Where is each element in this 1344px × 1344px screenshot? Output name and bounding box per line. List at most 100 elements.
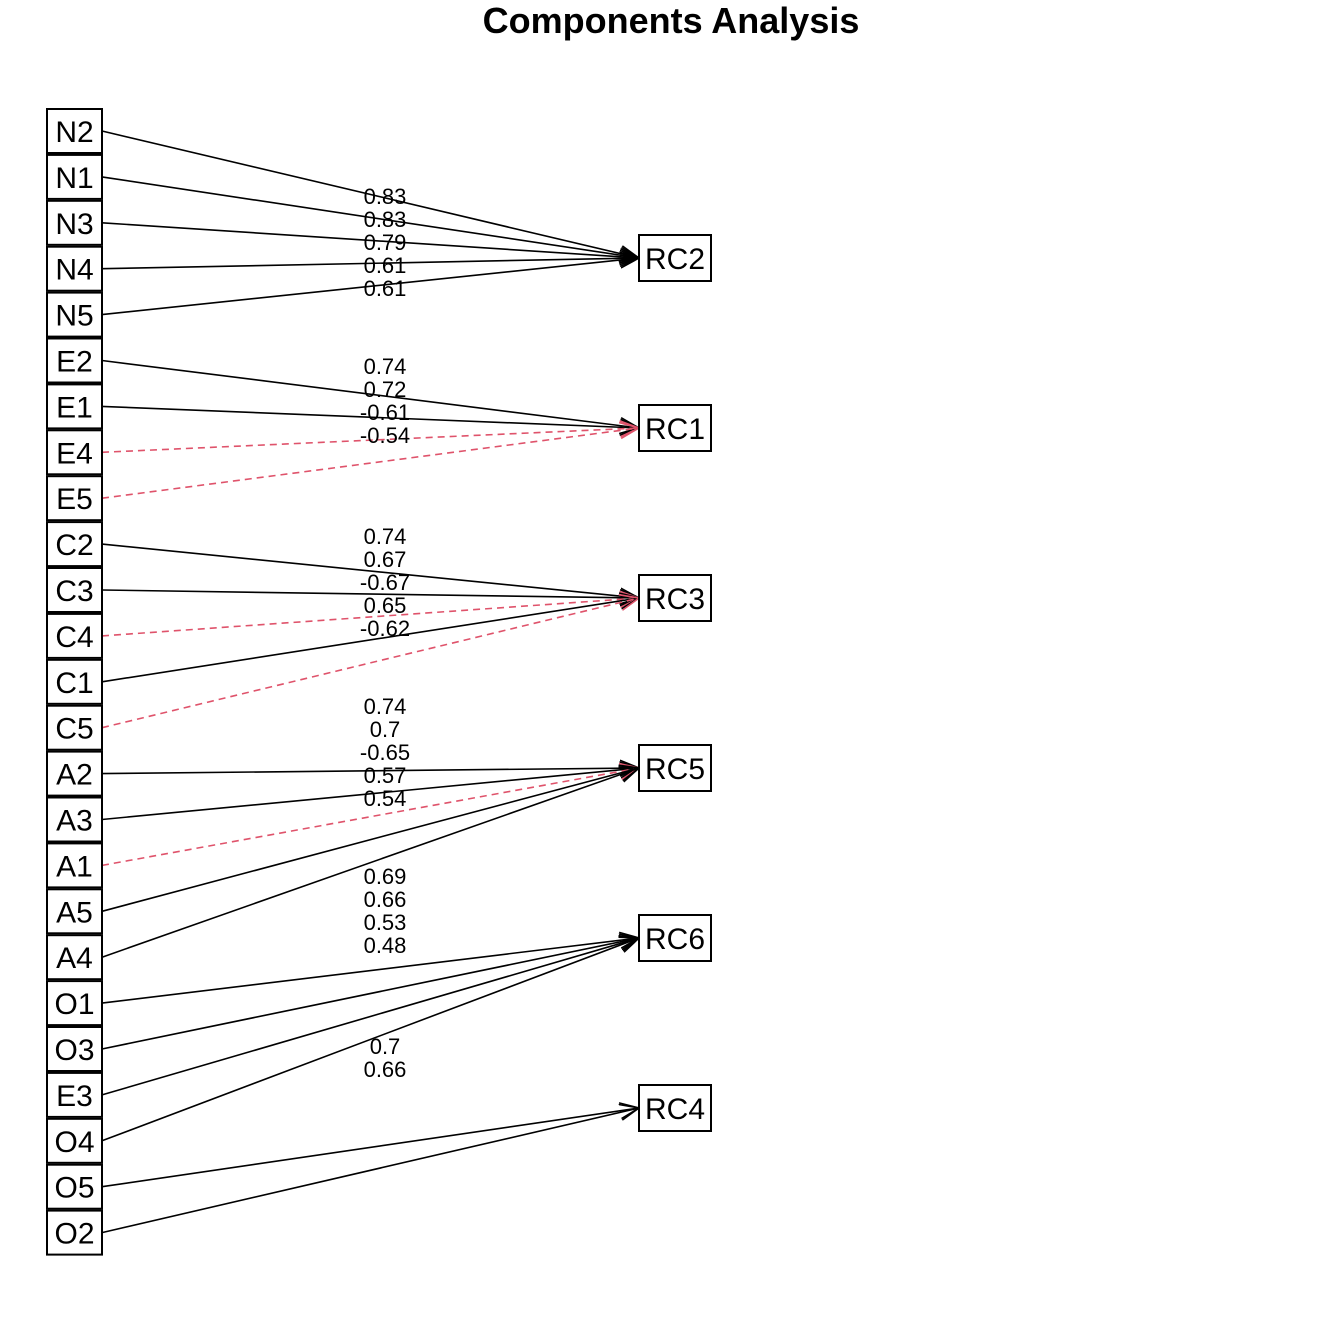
item-box: [46, 842, 103, 889]
item-box: [46, 567, 103, 613]
item-node-e3: E3: [46, 1071, 103, 1118]
component-label: RC1: [645, 413, 705, 446]
loading-edge-e5-rc1: [101, 428, 639, 499]
item-label: E2: [56, 346, 93, 379]
component-box: [638, 914, 712, 962]
loading-label-e5: -0.54: [360, 423, 410, 448]
loading-label-c5: -0.62: [360, 616, 410, 641]
item-node-a3: A3: [46, 796, 103, 843]
loading-edge-n3-rc2: [101, 222, 639, 258]
item-box: [46, 612, 103, 659]
item-label: C1: [55, 667, 93, 700]
item-label: N5: [55, 300, 93, 333]
item-box: [46, 934, 103, 981]
item-label: C4: [55, 621, 93, 654]
item-label: O1: [54, 988, 94, 1021]
component-node-rc3: RC3: [638, 574, 712, 622]
loading-edges: [101, 130, 639, 1234]
loading-edge-e2-rc1: [101, 359, 639, 429]
item-box: [46, 1071, 103, 1118]
item-node-e2: E2: [46, 337, 103, 384]
item-box: [46, 475, 103, 522]
loading-label-a2: 0.74: [364, 694, 407, 719]
item-box: [46, 1163, 103, 1210]
item-node-c3: C3: [46, 567, 103, 613]
item-node-e4: E4: [46, 429, 103, 476]
component-label: RC6: [645, 923, 705, 956]
loading-edge-c3-rc3: [101, 590, 639, 598]
item-label: N3: [55, 208, 93, 241]
component-label: RC2: [645, 243, 705, 276]
item-label: O4: [54, 1126, 94, 1159]
item-node-n3: N3: [46, 199, 103, 246]
item-node-o4: O4: [46, 1117, 103, 1164]
component-node-rc5: RC5: [638, 744, 712, 792]
loading-edge-n4-rc2: [101, 258, 639, 270]
item-label: A1: [56, 850, 93, 883]
component-node-rc4: RC4: [638, 1084, 712, 1132]
loading-label-e3: 0.53: [364, 910, 407, 935]
loading-edge-n1-rc2: [101, 176, 639, 258]
item-box: [46, 750, 103, 797]
item-label: E1: [56, 391, 93, 424]
loading-edge-e3-rc6: [101, 938, 639, 1096]
loading-label-c2: 0.74: [364, 524, 407, 549]
item-node-a4: A4: [46, 934, 103, 981]
item-node-n1: N1: [46, 153, 103, 200]
item-node-c1: C1: [46, 658, 103, 705]
component-box: [638, 744, 712, 792]
loading-edge-n2-rc2: [101, 130, 639, 258]
item-box: [46, 153, 103, 200]
item-node-e5: E5: [46, 475, 103, 522]
component-label: RC5: [645, 753, 705, 786]
loading-label-a3: 0.7: [370, 717, 401, 742]
item-label: O2: [54, 1218, 94, 1251]
item-label: N1: [55, 162, 93, 195]
item-box: [46, 245, 103, 292]
item-node-o2: O2: [46, 1209, 103, 1256]
loading-edge-e1-rc1: [101, 405, 639, 428]
loading-edge-a1-rc5: [101, 768, 639, 867]
component-box: [638, 574, 712, 622]
loading-label-e4: -0.61: [360, 400, 410, 425]
item-label: A3: [56, 805, 93, 838]
item-box: [46, 704, 103, 751]
loading-label-c4: -0.67: [360, 570, 410, 595]
item-node-n4: N4: [46, 245, 103, 292]
loading-label-n1: 0.83: [364, 207, 407, 232]
item-node-o3: O3: [46, 1026, 103, 1072]
component-label: RC3: [645, 583, 705, 616]
item-box: [46, 658, 103, 705]
item-node-o1: O1: [46, 980, 103, 1027]
item-box: [46, 1117, 103, 1164]
item-node-a1: A1: [46, 842, 103, 889]
loading-label-o1: 0.69: [364, 864, 407, 889]
loading-label-e1: 0.72: [364, 377, 407, 402]
loading-label-o3: 0.66: [364, 887, 407, 912]
loading-edge-c2-rc3: [101, 543, 639, 598]
component-label: RC4: [645, 1093, 705, 1126]
item-box: [46, 291, 103, 338]
loading-label-c3: 0.67: [364, 547, 407, 572]
loading-edge-a3-rc5: [101, 768, 639, 821]
item-label: C5: [55, 713, 93, 746]
loading-label-o4: 0.48: [364, 933, 407, 958]
loading-edge-a2-rc5: [101, 768, 639, 774]
item-label: E3: [56, 1080, 93, 1113]
item-box: [46, 980, 103, 1027]
loading-edge-c5-rc3: [101, 598, 639, 729]
loading-label-e2: 0.74: [364, 354, 407, 379]
item-label: N4: [55, 254, 93, 287]
loading-edge-o4-rc6: [101, 938, 639, 1142]
item-label: C3: [55, 575, 93, 608]
item-label: A4: [56, 942, 93, 975]
component-node-rc1: RC1: [638, 404, 712, 452]
item-box: [46, 796, 103, 843]
loading-edge-a4-rc5: [101, 768, 639, 958]
loading-edge-o1-rc6: [101, 938, 639, 1004]
loading-label-n3: 0.79: [364, 230, 407, 255]
item-nodes: N2 N1 N3 N4 N5 E2 E1 E4 E5 C2 C3 C4 C1 C5 A2 A3 A1 A5 A4 O1…: [46, 108, 103, 1256]
item-box: [46, 337, 103, 384]
item-box: [46, 108, 103, 154]
item-label: E4: [56, 437, 93, 470]
